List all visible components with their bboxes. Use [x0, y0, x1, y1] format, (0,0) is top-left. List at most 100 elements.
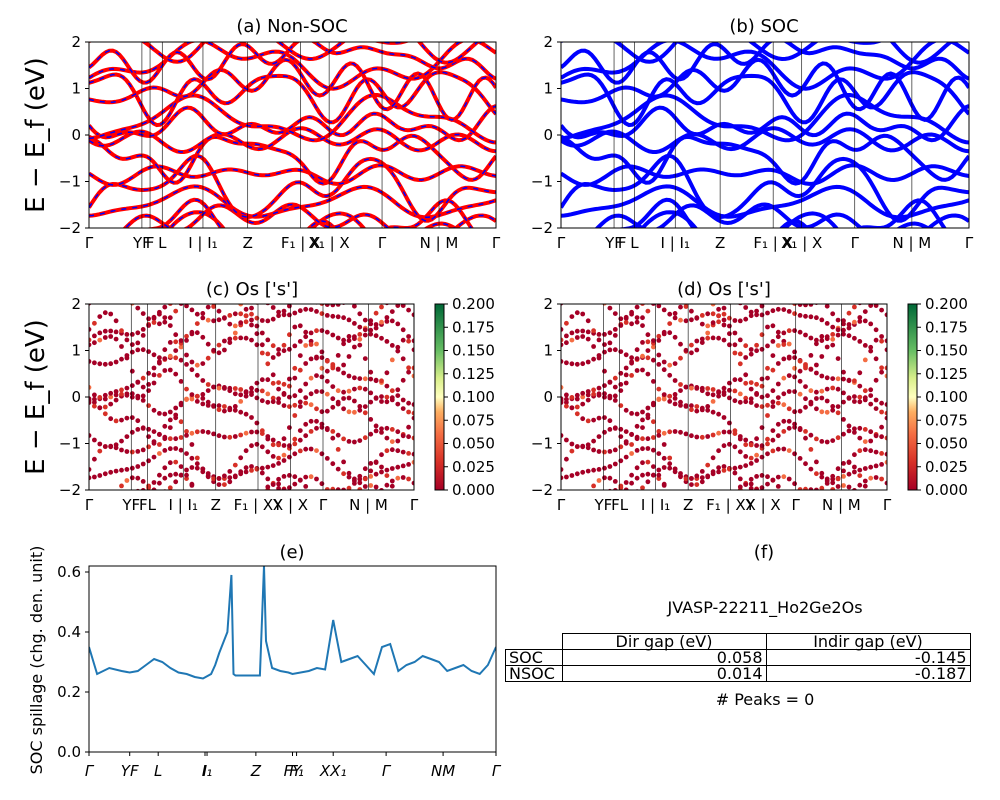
band-point — [846, 395, 852, 401]
band-point — [265, 391, 271, 397]
band-point — [814, 497, 819, 502]
band-point — [705, 311, 711, 317]
band-point — [357, 480, 363, 486]
band-point — [781, 356, 787, 362]
band-point — [341, 487, 346, 490]
band-point — [162, 304, 168, 310]
band-point — [319, 355, 325, 360]
band-point — [727, 387, 732, 393]
band-point — [591, 533, 596, 538]
band-point — [868, 269, 873, 274]
band-point — [400, 337, 406, 343]
band-point — [596, 332, 602, 337]
band-point — [352, 439, 357, 445]
band-point — [194, 362, 200, 368]
band-point — [135, 340, 141, 346]
band-point — [667, 311, 673, 317]
band-point — [569, 473, 575, 478]
band-point — [814, 341, 819, 347]
band-point — [596, 478, 602, 483]
header-dir-gap: Dir gap (eV) — [561, 633, 767, 650]
band-point — [841, 468, 846, 474]
band-point — [689, 433, 694, 439]
band-point — [656, 294, 661, 299]
band-point — [281, 443, 287, 448]
band-point — [178, 379, 184, 384]
band-point — [384, 473, 390, 478]
xtick-label: F₁ | XY — [706, 496, 756, 514]
band-point — [640, 436, 645, 442]
band-point — [254, 387, 260, 393]
band-point — [129, 394, 135, 400]
band-point — [596, 385, 602, 391]
xtick-label: Γ — [965, 234, 974, 252]
band-point — [748, 347, 754, 352]
band-point — [786, 309, 792, 314]
band-point — [281, 348, 287, 354]
band-point — [347, 297, 352, 302]
band-point — [406, 334, 411, 339]
band-point — [863, 496, 868, 501]
band-point — [607, 464, 613, 469]
band-point — [173, 412, 179, 418]
band-point — [189, 392, 195, 397]
band-point — [151, 320, 157, 325]
band-point — [287, 425, 292, 430]
ytick-label: 0 — [543, 126, 553, 144]
band-point — [135, 288, 140, 293]
band-point — [733, 491, 738, 496]
band-point — [786, 355, 792, 361]
band-point — [194, 399, 200, 404]
band-point — [265, 449, 271, 455]
band-point — [624, 284, 629, 289]
spillage-line — [89, 566, 496, 680]
band-point — [157, 373, 162, 378]
band-point — [335, 487, 341, 490]
band-point — [678, 341, 683, 347]
band-point — [232, 335, 238, 341]
cbar-label: 0.200 — [925, 295, 968, 313]
band-point — [645, 355, 651, 361]
band-point — [634, 315, 640, 320]
band-point — [184, 451, 189, 456]
band-point — [124, 415, 130, 421]
band-point — [792, 328, 797, 333]
band-point — [673, 498, 678, 503]
ytick-label: 1 — [543, 342, 553, 360]
band-point — [797, 304, 803, 307]
band-point — [330, 493, 335, 498]
band-point — [862, 395, 868, 401]
band-point — [216, 476, 222, 481]
band-point — [108, 394, 114, 400]
band-point — [656, 267, 661, 272]
band-point — [803, 384, 808, 389]
band-point — [857, 315, 863, 320]
band-point — [852, 335, 857, 341]
band-point — [151, 480, 157, 485]
band-point — [721, 337, 727, 343]
band-point — [689, 403, 694, 409]
band-point — [119, 533, 124, 538]
band-point — [824, 398, 830, 404]
band-point — [672, 334, 678, 340]
band-point — [314, 418, 319, 424]
band-point — [814, 396, 819, 401]
band-point — [716, 411, 721, 417]
band-point — [362, 476, 368, 482]
band-point — [580, 290, 585, 295]
band-point — [770, 404, 776, 409]
panel-c-title: (c) Os ['s'] — [206, 279, 298, 300]
band-point — [873, 449, 879, 455]
band-point — [651, 269, 656, 274]
ytick-label: 1 — [71, 342, 81, 360]
band-point — [352, 375, 357, 381]
band-point — [607, 347, 613, 353]
band-point — [129, 449, 135, 455]
band-point — [651, 435, 656, 440]
xtick-label: Γ — [792, 496, 801, 514]
band-point — [846, 428, 852, 434]
band-point — [395, 304, 401, 308]
band-point — [689, 482, 694, 487]
band-point — [200, 267, 205, 272]
band-point — [694, 315, 700, 321]
